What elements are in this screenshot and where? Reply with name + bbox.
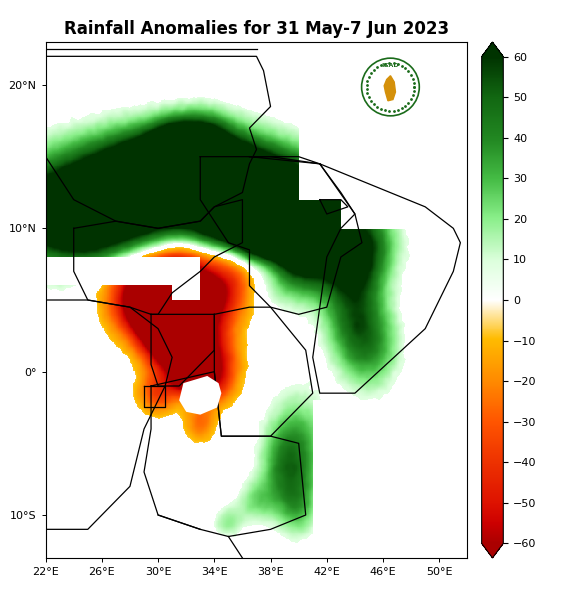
Polygon shape xyxy=(179,376,221,415)
PathPatch shape xyxy=(482,42,503,56)
PathPatch shape xyxy=(482,544,503,558)
Polygon shape xyxy=(384,76,396,101)
Text: IGAD: IGAD xyxy=(382,62,399,68)
Circle shape xyxy=(361,58,420,116)
Title: Rainfall Anomalies for 31 May-7 Jun 2023: Rainfall Anomalies for 31 May-7 Jun 2023 xyxy=(64,20,449,38)
